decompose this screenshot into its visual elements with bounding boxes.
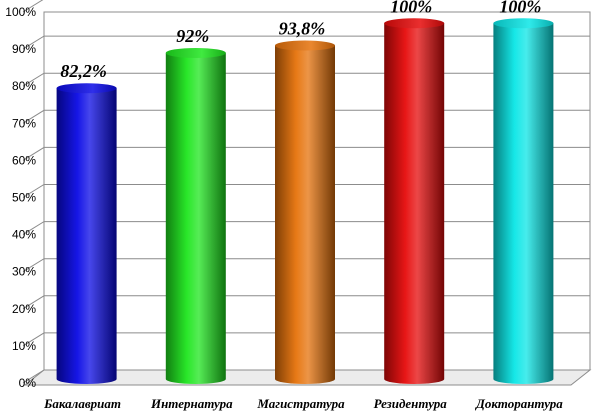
- x-tick-label: Бакалавриат: [43, 396, 121, 411]
- y-tick-label: 60%: [12, 153, 36, 167]
- y-axis-ticks: 0% 10% 20% 30% 40% 50% 60% 70% 80% 90% 100%: [5, 5, 36, 390]
- bars: [56, 18, 554, 385]
- bar-top: [56, 83, 117, 94]
- bar-body: [384, 23, 445, 385]
- bar: [165, 47, 226, 384]
- x-tick-label: Докторантура: [475, 396, 563, 411]
- bar-top: [275, 40, 335, 51]
- bar: [493, 18, 554, 385]
- data-label: 82,2%: [60, 61, 107, 81]
- x-tick-label: Интернатура: [150, 396, 233, 411]
- y-tick-label: 50%: [12, 191, 36, 205]
- y-tick-label: 10%: [12, 339, 36, 353]
- gridline: [22, 0, 44, 13]
- bar-body: [56, 88, 117, 384]
- data-label: 100%: [390, 0, 432, 16]
- bar-body: [493, 23, 554, 385]
- y-tick-label: 0%: [19, 376, 37, 390]
- y-tick-label: 80%: [12, 79, 36, 93]
- data-label: 100%: [499, 0, 541, 16]
- data-label: 93,8%: [279, 19, 326, 39]
- y-tick-label: 40%: [12, 228, 36, 242]
- bar-top: [165, 47, 226, 58]
- data-label: 92%: [176, 26, 209, 46]
- x-tick-label: Магистратура: [256, 396, 345, 411]
- y-tick-label: 30%: [12, 265, 36, 279]
- y-tick-label: 100%: [5, 5, 36, 19]
- bar: [275, 40, 335, 384]
- bar-top: [384, 18, 445, 29]
- bar: [56, 83, 117, 384]
- y-tick-label: 20%: [12, 302, 36, 316]
- bar-body: [275, 45, 335, 384]
- category-labels: Бакалавриат Интернатура Магистратура Резиде…: [43, 396, 563, 411]
- bar-top: [493, 18, 554, 29]
- data-labels: 82,2% 92% 93,8% 100% 100%: [60, 0, 541, 81]
- bar-body: [165, 52, 226, 384]
- y-tick-label: 70%: [12, 116, 36, 130]
- y-tick-label: 90%: [12, 42, 36, 56]
- bar: [384, 18, 445, 385]
- x-tick-label: Резидентура: [374, 396, 448, 411]
